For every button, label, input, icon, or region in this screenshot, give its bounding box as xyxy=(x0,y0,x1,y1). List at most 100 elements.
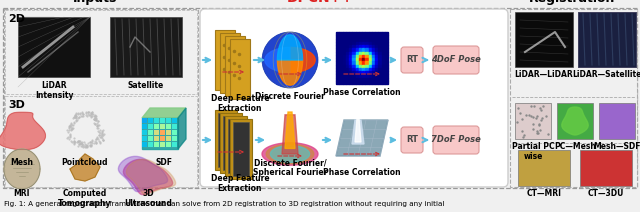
Point xyxy=(71,116,81,119)
Polygon shape xyxy=(349,71,352,74)
Polygon shape xyxy=(355,32,359,35)
Point xyxy=(70,114,80,117)
Point xyxy=(517,130,527,133)
Polygon shape xyxy=(336,58,339,61)
Polygon shape xyxy=(372,32,375,35)
Polygon shape xyxy=(362,64,365,68)
Polygon shape xyxy=(349,78,352,81)
Point xyxy=(77,112,88,115)
Polygon shape xyxy=(355,68,359,71)
Point xyxy=(71,119,81,123)
Polygon shape xyxy=(385,71,388,74)
FancyBboxPatch shape xyxy=(200,9,508,187)
Point xyxy=(63,135,73,139)
Bar xyxy=(154,124,159,129)
Polygon shape xyxy=(346,68,349,71)
Point xyxy=(74,139,84,143)
Polygon shape xyxy=(290,47,315,73)
Point xyxy=(93,138,103,141)
Polygon shape xyxy=(346,58,349,61)
Polygon shape xyxy=(385,81,388,84)
Point xyxy=(82,145,92,148)
Polygon shape xyxy=(365,55,369,58)
Polygon shape xyxy=(372,71,375,74)
Polygon shape xyxy=(362,74,365,78)
Polygon shape xyxy=(346,48,349,52)
Polygon shape xyxy=(362,48,365,52)
Polygon shape xyxy=(342,81,346,84)
Point xyxy=(83,144,93,147)
Point xyxy=(70,116,80,119)
Point xyxy=(86,113,97,116)
Point xyxy=(86,143,97,146)
Polygon shape xyxy=(339,74,342,78)
Polygon shape xyxy=(124,159,173,195)
Polygon shape xyxy=(349,45,352,48)
Point xyxy=(90,117,100,120)
Bar xyxy=(142,124,147,129)
Polygon shape xyxy=(369,39,372,42)
Polygon shape xyxy=(342,58,346,61)
Polygon shape xyxy=(372,58,375,61)
Point xyxy=(85,141,95,144)
Bar xyxy=(172,136,177,141)
Point xyxy=(85,113,95,116)
Point xyxy=(82,114,92,117)
Point xyxy=(86,112,96,116)
Polygon shape xyxy=(271,146,310,162)
Point xyxy=(90,118,100,121)
Point xyxy=(76,112,86,116)
Point xyxy=(76,142,86,145)
Text: RT: RT xyxy=(406,135,418,145)
Polygon shape xyxy=(375,35,378,39)
Point xyxy=(68,116,79,120)
Point xyxy=(73,141,83,144)
Polygon shape xyxy=(375,68,378,71)
Polygon shape xyxy=(378,35,381,39)
Bar xyxy=(142,130,147,135)
Text: CT—MRI: CT—MRI xyxy=(527,189,561,198)
Point xyxy=(68,141,79,145)
Point xyxy=(79,140,90,143)
Polygon shape xyxy=(346,55,349,58)
Bar xyxy=(5,96,197,187)
Text: Discrete Fourier/
Spherical Fourier: Discrete Fourier/ Spherical Fourier xyxy=(253,158,327,177)
Bar xyxy=(578,12,636,67)
Polygon shape xyxy=(339,52,342,55)
Polygon shape xyxy=(70,154,100,181)
Polygon shape xyxy=(4,149,40,189)
Point xyxy=(86,141,97,144)
Bar xyxy=(142,136,147,141)
Point xyxy=(92,136,102,139)
Text: 3D
Ultrasound: 3D Ultrasound xyxy=(124,189,172,208)
Bar xyxy=(160,130,165,135)
Polygon shape xyxy=(362,32,365,35)
Point xyxy=(534,124,544,127)
Point xyxy=(93,129,104,132)
Point xyxy=(89,117,99,121)
Polygon shape xyxy=(349,81,352,84)
Polygon shape xyxy=(349,52,352,55)
Bar xyxy=(225,116,247,176)
Point xyxy=(531,115,541,118)
Point xyxy=(90,118,100,121)
Point xyxy=(96,133,106,136)
Point xyxy=(65,121,76,124)
Polygon shape xyxy=(336,42,339,45)
Point xyxy=(80,145,90,149)
Point xyxy=(92,124,102,127)
Polygon shape xyxy=(378,32,381,35)
Polygon shape xyxy=(359,68,362,71)
Point xyxy=(91,119,101,122)
Bar xyxy=(223,116,239,170)
Point xyxy=(72,119,82,122)
Polygon shape xyxy=(342,61,346,64)
Polygon shape xyxy=(118,156,168,192)
Point xyxy=(92,126,102,129)
Polygon shape xyxy=(352,35,355,39)
Bar xyxy=(580,150,632,186)
Polygon shape xyxy=(362,52,365,55)
Polygon shape xyxy=(342,35,346,39)
Polygon shape xyxy=(349,42,352,45)
Point xyxy=(77,115,87,118)
